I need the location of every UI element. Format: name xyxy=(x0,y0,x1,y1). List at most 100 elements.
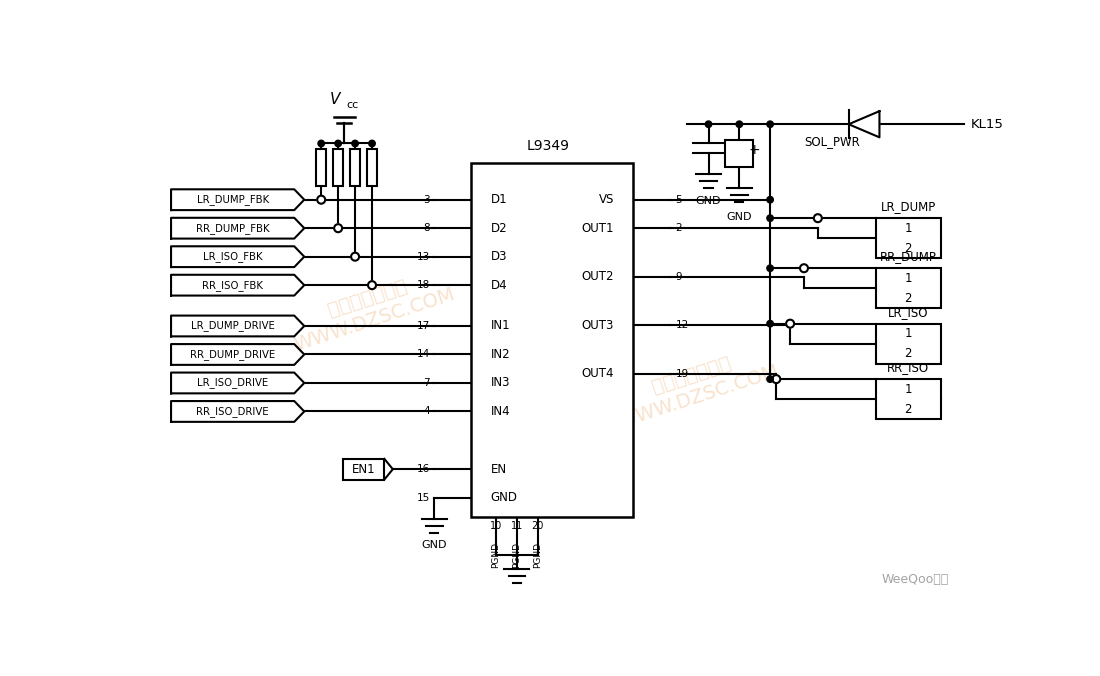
Text: 2: 2 xyxy=(675,223,682,233)
Polygon shape xyxy=(170,316,305,337)
Bar xyxy=(471,163,634,517)
Circle shape xyxy=(352,140,359,147)
Text: $V$: $V$ xyxy=(329,91,342,107)
Text: 2: 2 xyxy=(904,347,912,360)
Text: IN2: IN2 xyxy=(491,348,510,361)
Text: IN3: IN3 xyxy=(491,377,510,389)
Text: 14: 14 xyxy=(417,349,430,360)
Text: 13: 13 xyxy=(417,251,430,262)
Text: GND: GND xyxy=(491,491,518,504)
Bar xyxy=(726,140,754,166)
Bar xyxy=(876,218,940,258)
Text: KL15: KL15 xyxy=(971,118,1004,130)
Bar xyxy=(876,268,940,308)
Text: LR_ISO_DRIVE: LR_ISO_DRIVE xyxy=(197,377,268,389)
Text: 5: 5 xyxy=(675,195,682,205)
Circle shape xyxy=(351,253,359,261)
Polygon shape xyxy=(170,372,305,393)
Polygon shape xyxy=(170,218,305,239)
Circle shape xyxy=(772,375,780,383)
Text: OUT2: OUT2 xyxy=(581,270,614,283)
Circle shape xyxy=(368,140,375,147)
Text: 7: 7 xyxy=(424,378,430,388)
Bar xyxy=(876,379,940,419)
Text: LR_DUMP_FBK: LR_DUMP_FBK xyxy=(197,194,268,205)
Circle shape xyxy=(767,320,773,327)
Circle shape xyxy=(705,121,712,128)
Text: L9349: L9349 xyxy=(527,139,570,153)
Text: 4: 4 xyxy=(424,406,430,416)
Text: 12: 12 xyxy=(675,320,689,330)
Text: OUT3: OUT3 xyxy=(582,318,614,332)
Circle shape xyxy=(736,121,743,128)
Polygon shape xyxy=(170,189,305,210)
Text: 维库电子市场网
WWW.DZSC.COM: 维库电子市场网 WWW.DZSC.COM xyxy=(608,341,781,431)
Text: D3: D3 xyxy=(491,250,507,263)
Text: 10: 10 xyxy=(490,521,502,531)
Polygon shape xyxy=(170,246,305,267)
Bar xyxy=(343,459,384,479)
Polygon shape xyxy=(170,401,305,422)
Text: RR_DUMP_DRIVE: RR_DUMP_DRIVE xyxy=(190,349,275,360)
Text: 2: 2 xyxy=(904,292,912,305)
Text: RR_ISO: RR_ISO xyxy=(888,361,930,374)
Text: cc: cc xyxy=(346,100,359,110)
Text: 1: 1 xyxy=(904,222,912,235)
Text: 2: 2 xyxy=(904,403,912,416)
Text: 11: 11 xyxy=(510,521,522,531)
Text: GND: GND xyxy=(696,196,722,206)
Circle shape xyxy=(767,215,773,222)
Circle shape xyxy=(800,264,808,272)
Text: 9: 9 xyxy=(675,272,682,282)
Text: 16: 16 xyxy=(417,464,430,474)
Polygon shape xyxy=(170,344,305,365)
Text: +: + xyxy=(749,143,760,158)
Text: WeeQoo维库: WeeQoo维库 xyxy=(881,573,948,586)
Text: 18: 18 xyxy=(417,280,430,290)
Text: 维库电子市场网
WWW.DZSC.COM: 维库电子市场网 WWW.DZSC.COM xyxy=(285,264,458,354)
Text: GND: GND xyxy=(727,212,752,222)
Text: VS: VS xyxy=(598,193,614,206)
Text: RR_DUMP: RR_DUMP xyxy=(880,250,937,263)
Circle shape xyxy=(334,224,342,232)
Text: EN1: EN1 xyxy=(352,462,375,476)
Bar xyxy=(316,149,327,186)
Text: RR_ISO_DRIVE: RR_ISO_DRIVE xyxy=(196,406,270,417)
Circle shape xyxy=(814,214,822,222)
Text: D4: D4 xyxy=(491,279,507,291)
Text: PGND: PGND xyxy=(513,541,521,568)
Text: 1: 1 xyxy=(904,272,912,285)
Text: D2: D2 xyxy=(491,222,507,235)
Circle shape xyxy=(368,281,376,289)
Text: D1: D1 xyxy=(491,193,507,206)
Text: LR_DUMP: LR_DUMP xyxy=(881,200,936,213)
Text: 1: 1 xyxy=(904,327,912,340)
Circle shape xyxy=(786,320,794,328)
Circle shape xyxy=(334,140,341,147)
Text: 3: 3 xyxy=(424,195,430,205)
Text: PGND: PGND xyxy=(534,541,542,568)
Text: 8: 8 xyxy=(424,223,430,233)
Text: 20: 20 xyxy=(531,521,543,531)
Text: GND: GND xyxy=(421,540,447,550)
Bar xyxy=(367,149,377,186)
Text: OUT1: OUT1 xyxy=(581,222,614,235)
Text: EN: EN xyxy=(491,462,507,476)
Text: 2: 2 xyxy=(904,242,912,255)
Bar xyxy=(350,149,360,186)
Circle shape xyxy=(767,376,773,383)
Circle shape xyxy=(767,197,773,203)
Text: IN4: IN4 xyxy=(491,405,510,418)
Text: OUT4: OUT4 xyxy=(581,367,614,380)
Polygon shape xyxy=(170,274,305,295)
Text: SOL_PWR: SOL_PWR xyxy=(804,135,859,147)
Text: 17: 17 xyxy=(417,321,430,331)
Text: 19: 19 xyxy=(675,368,689,379)
Text: RR_ISO_FBK: RR_ISO_FBK xyxy=(202,280,263,291)
Text: 1: 1 xyxy=(904,383,912,395)
Text: LR_DUMP_DRIVE: LR_DUMP_DRIVE xyxy=(190,320,275,331)
Circle shape xyxy=(767,121,773,128)
Text: LR_ISO_FBK: LR_ISO_FBK xyxy=(202,251,263,262)
Text: RR_DUMP_FBK: RR_DUMP_FBK xyxy=(196,222,270,234)
Text: LR_ISO: LR_ISO xyxy=(888,306,928,318)
